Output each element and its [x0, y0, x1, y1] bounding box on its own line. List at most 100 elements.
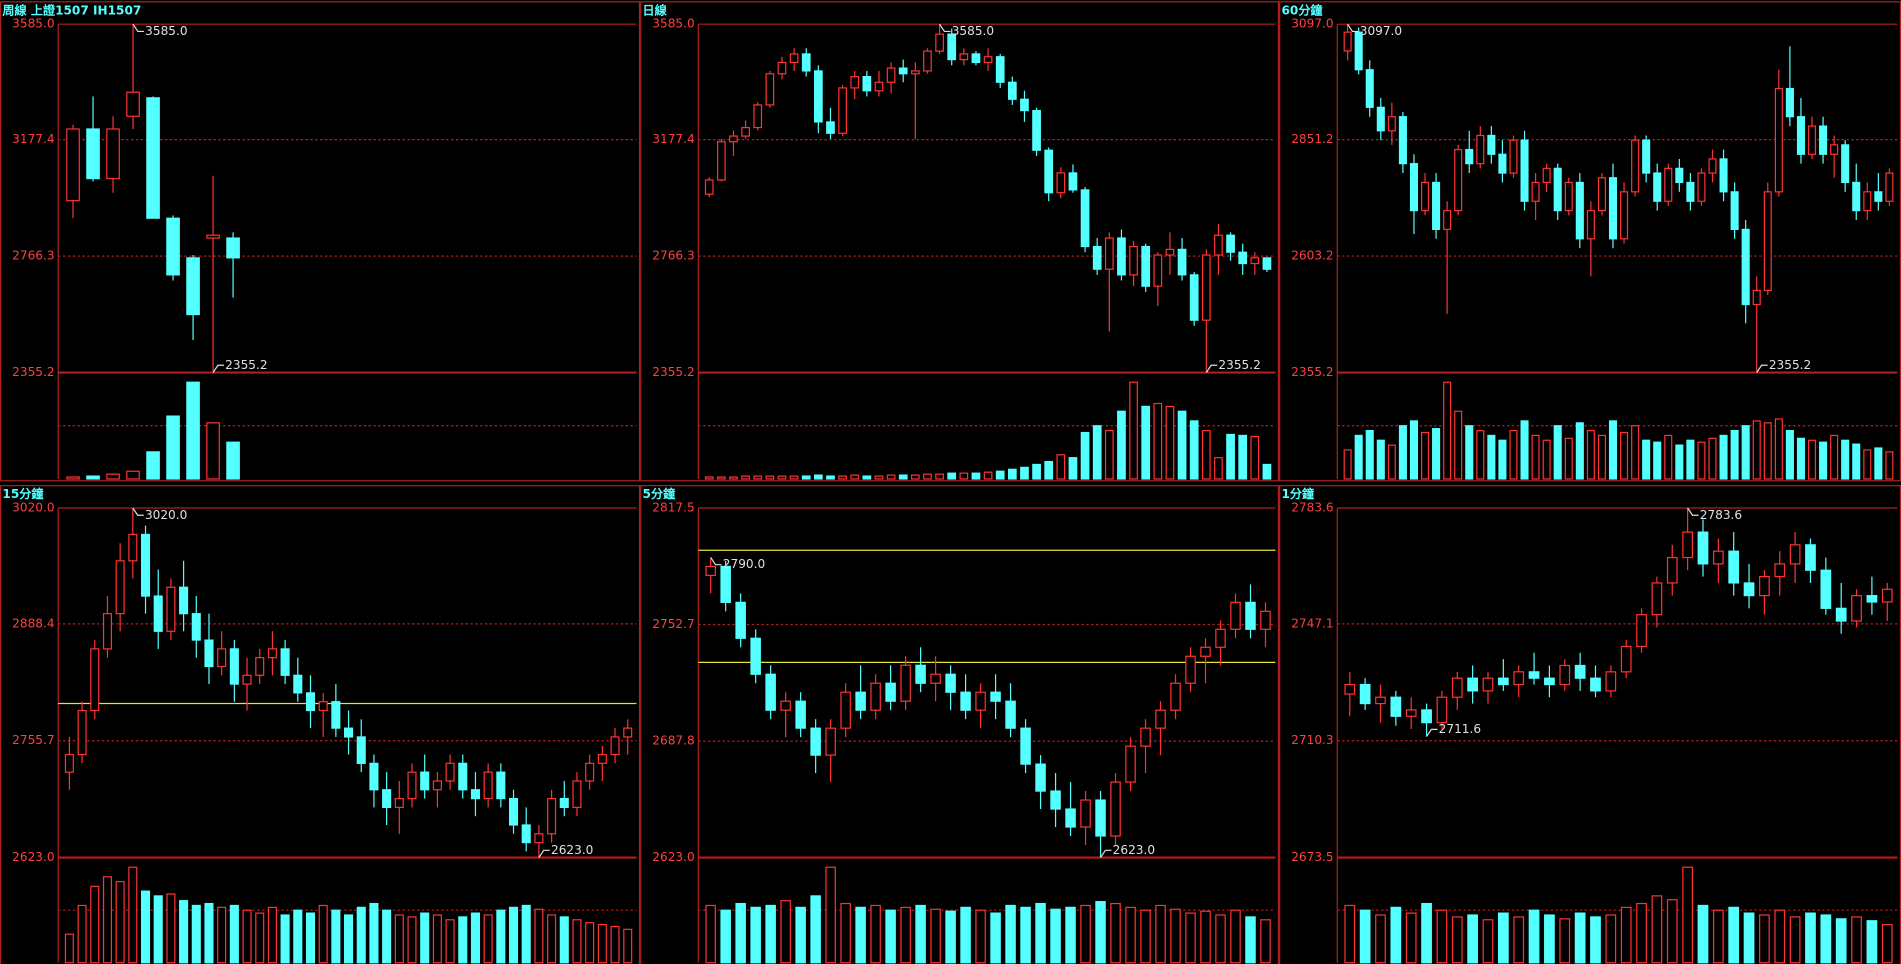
candle-body — [825, 727, 836, 756]
candle-body — [1620, 191, 1629, 240]
candle-body — [795, 700, 806, 729]
volume-bar — [420, 912, 430, 964]
candle-body — [1642, 139, 1651, 174]
candle-body — [186, 257, 200, 316]
volume-bar — [1177, 410, 1187, 480]
volume-bar — [1820, 914, 1832, 964]
volume-bar — [1238, 434, 1248, 480]
volume-bar — [191, 904, 201, 964]
candle-body — [923, 50, 932, 72]
volume-bar — [1590, 916, 1601, 964]
volume-bar — [750, 906, 761, 964]
candle-body — [1465, 148, 1474, 165]
candle-body — [106, 128, 120, 180]
volume-bar — [293, 909, 303, 964]
y-tick-label: 2603.2 — [1291, 249, 1333, 263]
extreme-label: 2783.6 — [1700, 508, 1742, 522]
candle-body — [280, 648, 290, 676]
volume-bar — [1476, 429, 1485, 480]
candle-body — [166, 586, 176, 632]
volume-bar — [534, 908, 544, 964]
volume-bar — [102, 876, 112, 964]
extreme-pointer — [1205, 364, 1218, 373]
candle-body — [179, 586, 189, 615]
candle-body — [1230, 601, 1241, 630]
candle-body — [1520, 139, 1529, 202]
candle-body — [1200, 646, 1211, 657]
volume-bar — [735, 902, 746, 964]
candle-body — [1498, 153, 1507, 174]
candle-body — [90, 648, 100, 712]
volume-bar — [1140, 909, 1151, 964]
volume-bar — [242, 909, 252, 964]
extreme-pointer — [212, 364, 224, 373]
panel-title: 1分鐘 — [1281, 486, 1314, 501]
candle-body — [331, 701, 341, 729]
volume-bar — [331, 909, 341, 964]
volume-bar — [1376, 439, 1385, 480]
volume-bar — [1841, 439, 1850, 480]
volume-bar — [356, 906, 366, 964]
candle-body — [885, 682, 896, 702]
volume-bar — [1728, 906, 1740, 964]
candle-body — [930, 673, 941, 684]
candle-body — [1807, 125, 1817, 155]
volume-bar — [1125, 906, 1136, 964]
volume-bar — [898, 474, 908, 480]
candle-body — [1044, 149, 1054, 194]
volume-bar — [1885, 451, 1894, 480]
volume-bar — [1260, 919, 1271, 964]
volume-bar — [1559, 918, 1571, 964]
extreme-label: 3585.0 — [145, 24, 187, 38]
volume-bar — [1807, 439, 1817, 480]
volume-bar — [255, 912, 265, 964]
y-tick-label: 2623.0 — [12, 850, 54, 864]
candle-body — [508, 797, 519, 826]
candle-body — [153, 595, 163, 632]
volume-bar — [1730, 429, 1739, 480]
volume-bar — [496, 909, 506, 964]
candle-body — [1080, 799, 1091, 828]
volume-bar — [267, 906, 277, 964]
volume-bar — [146, 451, 160, 480]
candle-body — [1467, 677, 1478, 692]
volume-bar — [1651, 895, 1663, 964]
candle-body — [886, 67, 896, 83]
candle-body — [206, 234, 220, 239]
volume-bar — [217, 906, 227, 964]
panel-frame — [640, 1, 1280, 482]
candle-body — [1574, 664, 1586, 679]
volume-bar — [470, 912, 480, 964]
volume-bar — [1763, 422, 1772, 480]
volume-bar — [508, 906, 519, 964]
candle-body — [255, 657, 265, 676]
volume-bar — [1080, 904, 1091, 964]
candle-body — [394, 797, 404, 808]
volume-bar — [597, 923, 607, 964]
candle-body — [750, 637, 761, 675]
extreme-label: 2355.2 — [1769, 358, 1811, 372]
candle-body — [1774, 87, 1783, 193]
candle-body — [1185, 655, 1196, 684]
y-tick-label: 2673.5 — [1291, 850, 1333, 864]
extreme-label: 2623.0 — [551, 843, 593, 857]
candle-body — [1852, 181, 1861, 212]
candle-body — [102, 613, 112, 650]
candle-body — [1664, 167, 1673, 202]
candle-body — [1476, 134, 1485, 165]
volume-bar — [1344, 904, 1356, 964]
volume-bar — [959, 472, 969, 480]
extreme-label: 2790.0 — [723, 557, 765, 571]
candle-body — [305, 692, 316, 712]
volume-bar — [1542, 439, 1551, 480]
panel-title: 15分鐘 — [2, 486, 43, 501]
candle-body — [1686, 181, 1695, 202]
volume-bar — [1796, 437, 1805, 480]
candle-body — [826, 121, 835, 134]
candle-body — [716, 141, 726, 181]
candle-body — [559, 797, 569, 808]
volume-bar — [1759, 914, 1770, 964]
candle-body — [840, 691, 851, 729]
